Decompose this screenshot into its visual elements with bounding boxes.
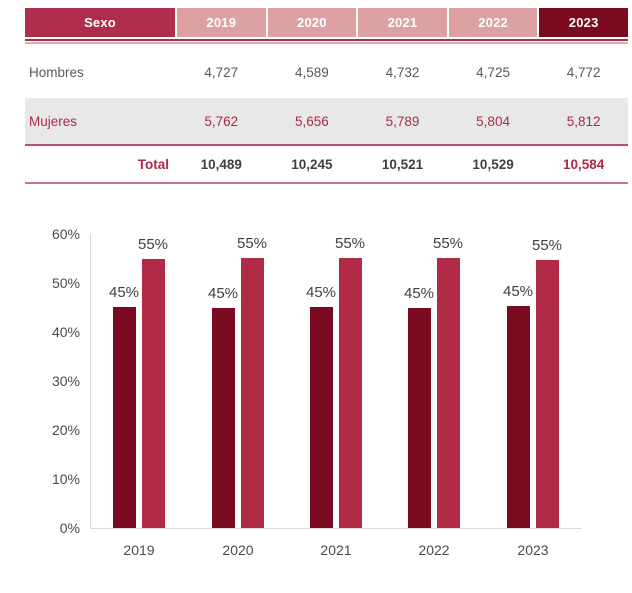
y-tick-label: 30% [51, 373, 80, 389]
bar-label-mujeres-2021: 55% [334, 235, 366, 252]
bar-label-mujeres-2023: 55% [531, 237, 563, 254]
header-divider [25, 39, 628, 42]
table-header-2019: 2019 [177, 8, 266, 37]
bar-label-hombres-2019: 45% [108, 284, 140, 301]
bar-label-hombres-2022: 45% [403, 285, 435, 302]
bar-label-hombres-2021: 45% [305, 284, 337, 301]
cell-hombres-2019: 4,727 [204, 64, 239, 80]
bar-hombres-2021 [310, 307, 333, 528]
bar-hombres-2020 [212, 308, 235, 528]
cell-hombres-2021: 4,732 [385, 64, 420, 80]
bar-hombres-2022 [408, 308, 431, 528]
bar-mujeres-2020 [241, 258, 264, 528]
row-label-hombres: Hombres [29, 64, 84, 80]
table-header-2021: 2021 [358, 8, 447, 37]
x-axis-line [90, 528, 582, 529]
cell-mujeres-2019: 5,762 [204, 113, 239, 129]
table-header-row: Sexo 2019 2020 2021 2022 2023 [25, 8, 628, 37]
cell-hombres-2023: 4,772 [566, 64, 601, 80]
table-header-2020: 2020 [267, 8, 357, 37]
cell-hombres-2022: 4,725 [476, 64, 510, 80]
cell-total-2021: 10,521 [381, 156, 424, 172]
y-tick-label: 40% [51, 324, 80, 340]
cell-mujeres-2020: 5,656 [294, 113, 329, 129]
table-header-sexo: Sexo [25, 8, 175, 37]
cell-mujeres-2021: 5,789 [385, 113, 420, 129]
y-tick-label: 10% [51, 471, 80, 487]
row-label-mujeres: Mujeres [29, 113, 78, 129]
bar-mujeres-2023 [536, 260, 559, 528]
table-row-mujeres: Mujeres 5,762 5,656 5,789 5,804 5,812 [25, 98, 628, 144]
table-row-hombres: Hombres 4,727 4,589 4,732 4,725 4,772 [25, 46, 628, 98]
bar-mujeres-2021 [339, 258, 362, 528]
x-tick-label-2019: 2019 [123, 542, 155, 558]
cell-total-2019: 10,489 [200, 156, 242, 172]
mujeres-divider [25, 144, 628, 146]
total-divider [25, 182, 628, 184]
bar-label-mujeres-2022: 55% [432, 235, 464, 252]
cell-total-2022: 10,529 [472, 156, 514, 172]
row-label-total: Total [137, 156, 169, 172]
y-tick-label: 20% [51, 422, 80, 438]
cell-mujeres-2022: 5,804 [476, 113, 510, 129]
y-tick-label: 60% [51, 226, 80, 242]
table-header-2023: 2023 [539, 8, 628, 37]
bar-label-mujeres-2019: 55% [137, 236, 169, 253]
x-tick-label-2023: 2023 [517, 542, 549, 558]
x-tick-label-2022: 2022 [418, 542, 450, 558]
bar-hombres-2019 [113, 307, 136, 528]
sex-bar-chart: 0% 10% 20% 30% 40% 50% 60% 45% 55% 2019 45% 55% 2020… [0, 210, 632, 593]
bar-label-mujeres-2020: 55% [236, 235, 268, 252]
cell-hombres-2020: 4,589 [294, 64, 329, 80]
y-axis-line [90, 234, 91, 529]
y-tick-label: 0% [59, 520, 80, 536]
table-row-total: Total 10,489 10,245 10,521 10,529 10,584 [25, 146, 628, 182]
table-header-2022: 2022 [448, 8, 538, 37]
x-tick-label-2021: 2021 [320, 542, 352, 558]
x-tick-label-2020: 2020 [222, 542, 254, 558]
cell-total-2020: 10,245 [291, 156, 333, 172]
bar-label-hombres-2023: 45% [502, 283, 534, 300]
bar-mujeres-2022 [437, 258, 460, 528]
bar-mujeres-2019 [142, 259, 165, 528]
bar-label-hombres-2020: 45% [207, 285, 239, 302]
bar-hombres-2023 [507, 306, 530, 528]
sex-table: Sexo 2019 2020 2021 2022 2023 Hombres 4,… [25, 8, 628, 184]
y-tick-label: 50% [51, 275, 80, 291]
cell-mujeres-2023: 5,812 [566, 113, 601, 129]
cell-total-2023: 10,584 [563, 156, 605, 172]
